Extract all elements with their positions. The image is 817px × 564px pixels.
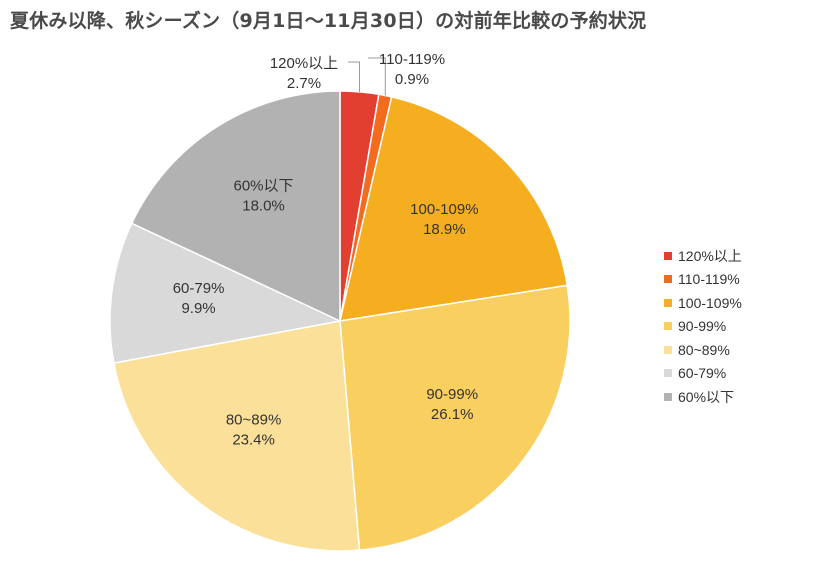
legend-label: 90-99% — [678, 318, 727, 335]
slice-label-2: 110-119% — [379, 51, 445, 68]
legend-swatch — [664, 345, 672, 354]
slice-value-label-5: 23.4% — [232, 431, 275, 448]
legend-swatch — [664, 369, 672, 378]
slice-label-4: 90-99% — [426, 386, 478, 403]
leader-line-2 — [368, 57, 386, 96]
legend-label: 60%以下 — [678, 388, 735, 405]
pie-slice-6 — [109, 222, 343, 364]
leader-line-1 — [348, 61, 361, 92]
legend-swatch — [664, 392, 672, 401]
pie-slice-7 — [130, 90, 341, 323]
legend-label: 80~89% — [678, 341, 730, 358]
legend-swatch — [664, 322, 672, 331]
pie-slice-4 — [339, 284, 571, 551]
legend-label: 60-79% — [678, 365, 727, 382]
legend-label: 100-109% — [678, 294, 742, 311]
slice-value-label-1: 2.7% — [287, 75, 321, 92]
pie-slice-5 — [113, 320, 361, 552]
slice-label-5: 80~89% — [226, 411, 281, 428]
chart-title: 夏休み以降、秋シーズン（9月1日～11月30日）の対前年比較の予約状況 — [10, 10, 647, 32]
legend-item-7: 60%以下 — [664, 385, 742, 409]
legend-swatch — [664, 298, 672, 307]
slice-value-label-6: 9.9% — [181, 300, 215, 317]
slice-value-label-7: 18.0% — [242, 198, 285, 215]
slice-value-label-2: 0.9% — [395, 71, 429, 88]
slice-label-7: 60%以下 — [234, 178, 294, 195]
legend-item-6: 60-79% — [664, 362, 742, 386]
legend-item-3: 100-109% — [664, 291, 742, 315]
legend-label: 110-119% — [678, 271, 740, 288]
legend-item-2: 110-119% — [664, 268, 742, 292]
slice-label-6: 60-79% — [173, 280, 225, 297]
slice-value-label-3: 18.9% — [423, 221, 466, 238]
legend-swatch — [664, 251, 672, 260]
legend-item-1: 120%以上 — [664, 244, 742, 268]
legend-swatch — [664, 275, 672, 284]
legend-item-4: 90-99% — [664, 315, 742, 339]
legend-label: 120%以上 — [678, 247, 742, 264]
pie-slice-3 — [339, 95, 569, 322]
slice-label-3: 100-109% — [410, 201, 478, 218]
slice-label-1: 120%以上 — [270, 55, 338, 72]
chart-legend: 120%以上 110-119% 100-109% 90-99% 80~89% 60-79%… — [664, 244, 742, 409]
legend-item-5: 80~89% — [664, 338, 742, 362]
slice-value-label-4: 26.1% — [431, 406, 474, 423]
